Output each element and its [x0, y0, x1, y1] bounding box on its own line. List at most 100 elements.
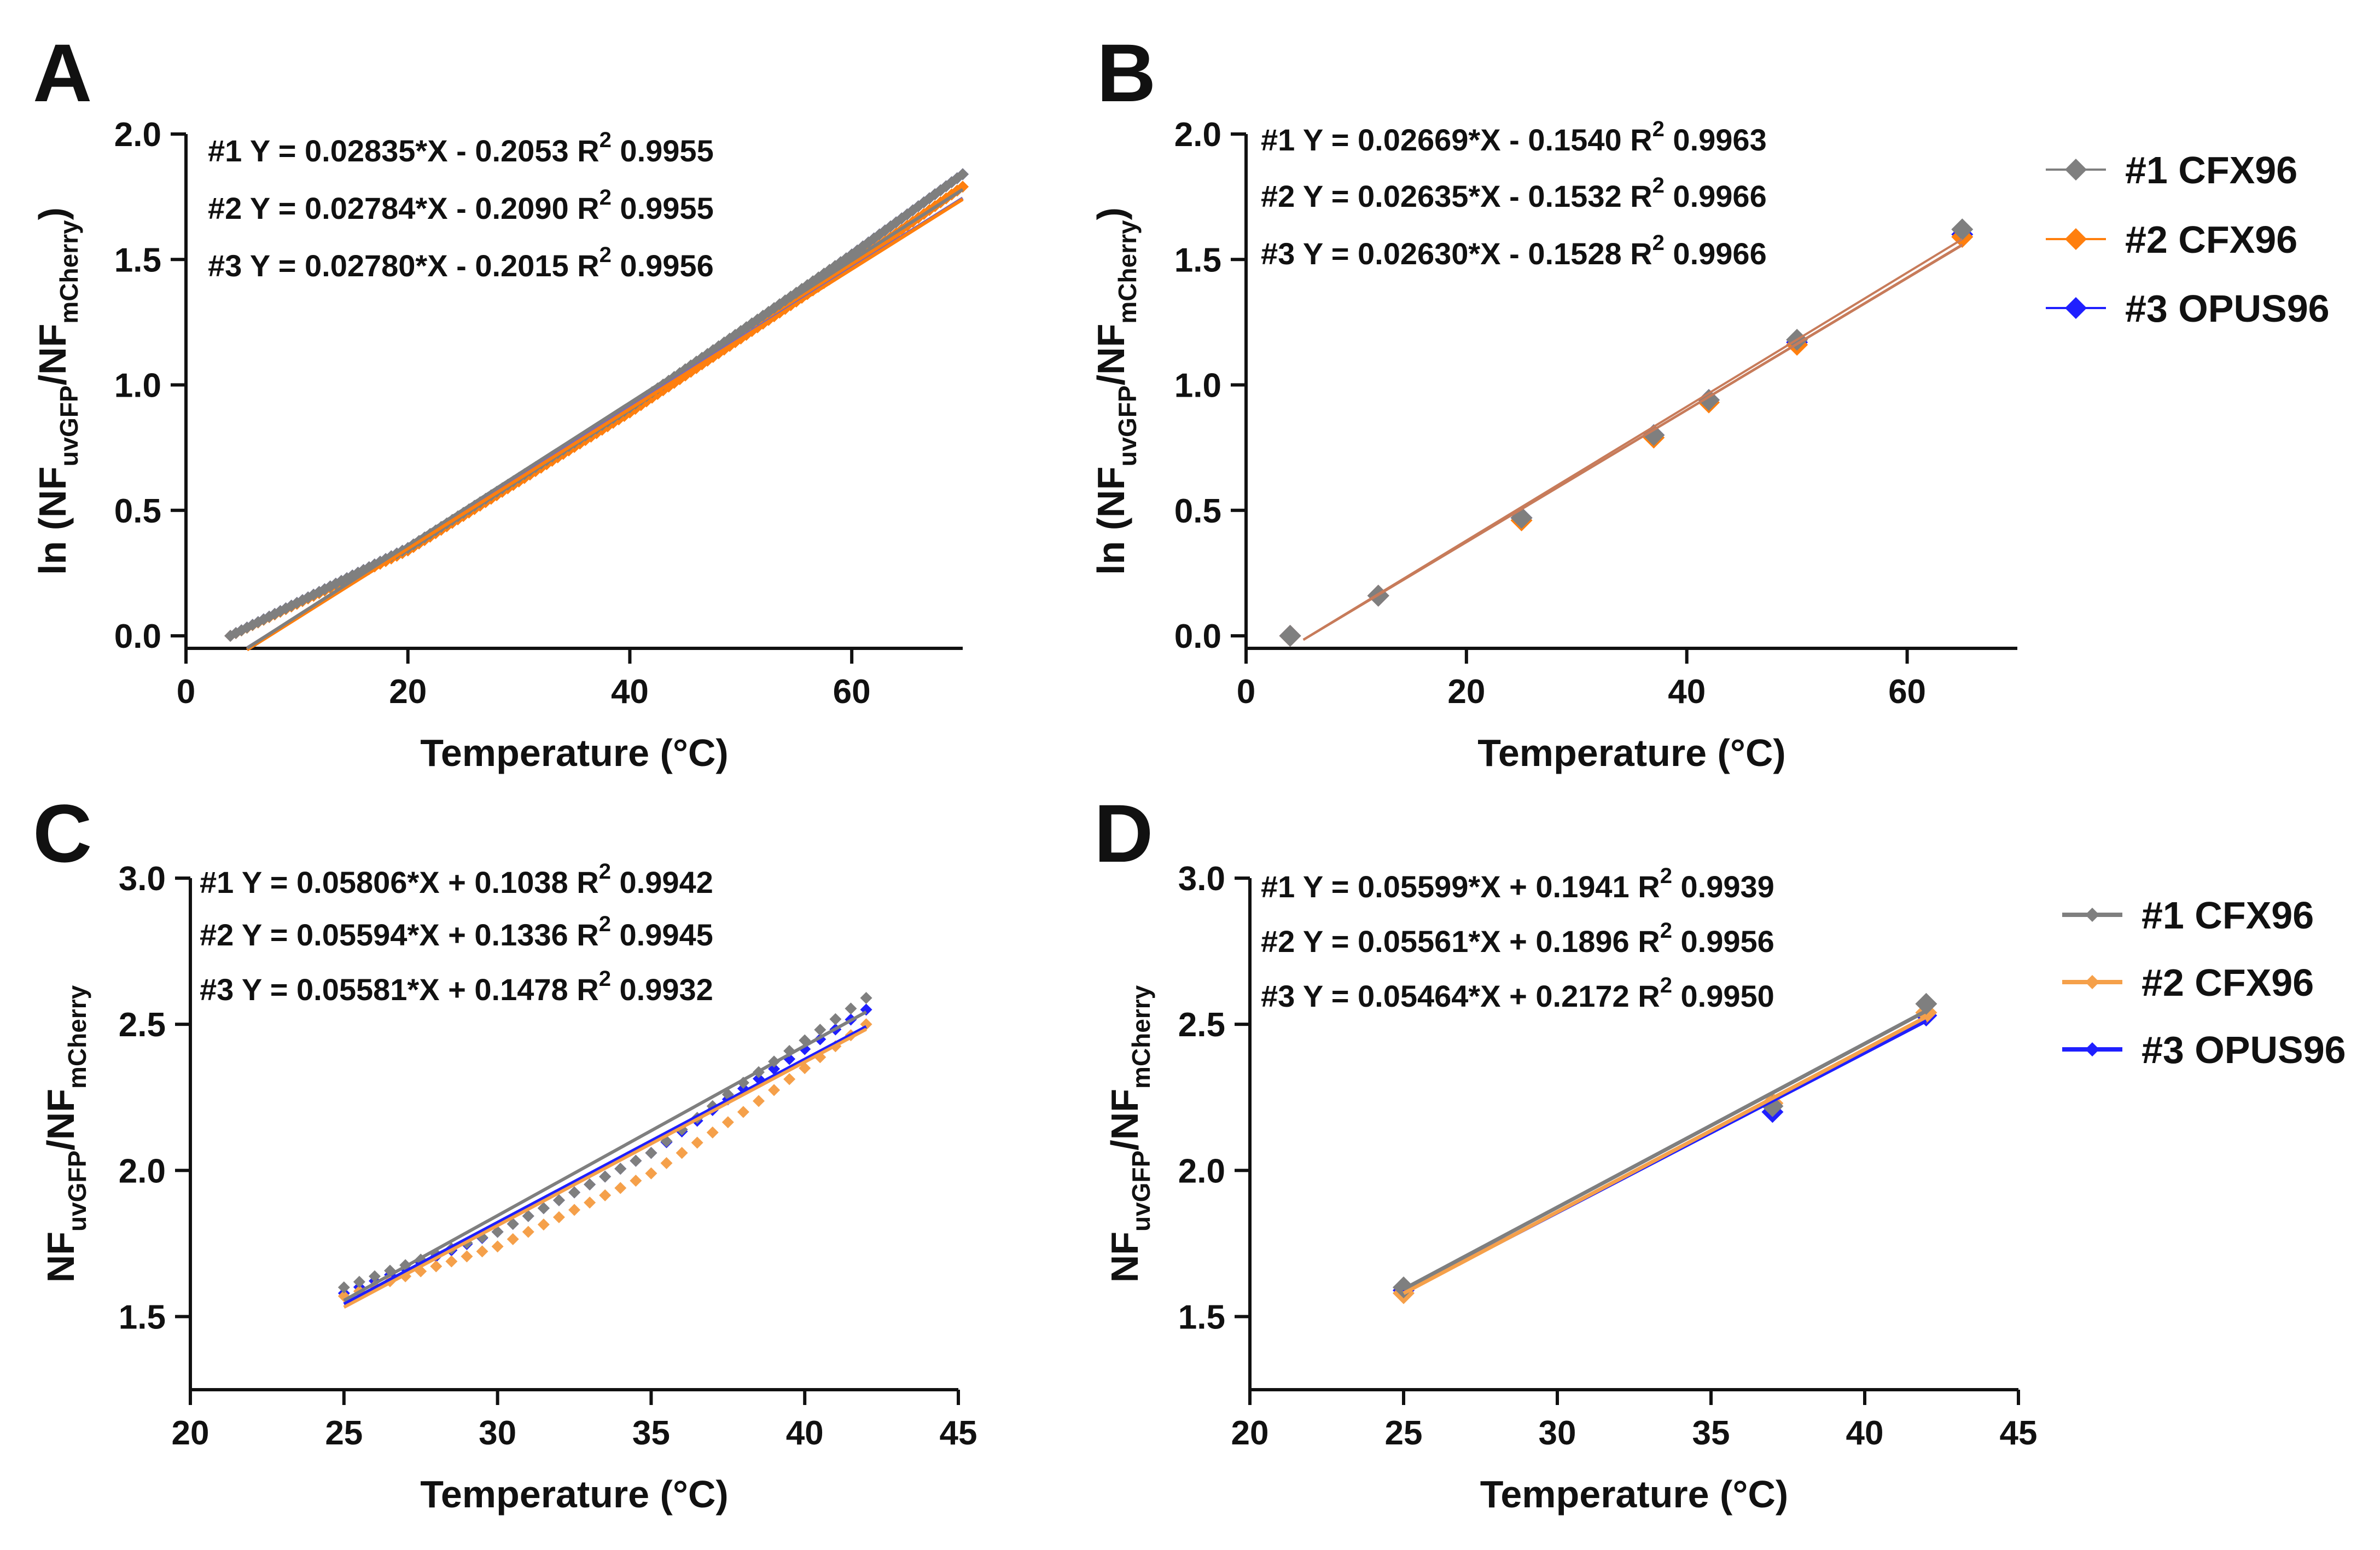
data-point	[1951, 218, 1974, 241]
equation-body: #2 Y = 0.02635*X - 0.1532	[1261, 179, 1630, 213]
data-point	[552, 1211, 565, 1223]
r2-superscript: 2	[600, 243, 612, 267]
y-tick-label: 1.5	[1174, 241, 1221, 279]
y-title-subscript: mCherry	[63, 985, 91, 1089]
data-point	[430, 1260, 443, 1273]
panel-d: D 20 25 30 35 40 45 1.5 2.0 2.5 3.0 Temperature (°C…	[1094, 787, 2037, 1516]
x-tick-label: 20	[1447, 673, 1485, 711]
r2-value: 0.9942	[611, 865, 713, 899]
panel-letter: C	[33, 787, 92, 879]
data-point	[522, 1210, 534, 1222]
r2-value: 0.9966	[1665, 179, 1767, 213]
r2-value: 0.9955	[612, 133, 714, 168]
x-tick-label: 30	[1539, 1414, 1576, 1452]
data-point	[783, 1073, 796, 1085]
y-tick-label: 1.5	[119, 1298, 166, 1336]
equation-body: #2 Y = 0.05561*X + 0.1896	[1261, 924, 1638, 959]
equation-text: #1 Y = 0.02669*X - 0.1540 R2 0.9963	[1261, 117, 1767, 157]
legend-label: #2 CFX96	[2142, 961, 2314, 1004]
x-tick-label: 25	[325, 1414, 363, 1452]
x-tick-label: 45	[2000, 1414, 2038, 1452]
equation-text: #3 Y = 0.02630*X - 0.1528 R2 0.9966	[1261, 231, 1767, 271]
y-title-subscript: uvGFP	[1127, 1151, 1155, 1232]
x-tick-label: 40	[611, 673, 649, 711]
y-tick-label: 2.5	[119, 1006, 166, 1044]
y-title-subscript: uvGFP	[55, 385, 83, 466]
y-axis-title: ln (NFuvGFP/NFmCherry)	[1090, 207, 1142, 575]
x-tick-label: 20	[172, 1414, 210, 1452]
data-point	[368, 1270, 381, 1282]
r2-label: R	[577, 191, 599, 225]
data-point	[353, 1275, 365, 1288]
y-tick-label: 3.0	[1178, 860, 1225, 898]
data-point	[691, 1136, 703, 1149]
y-title-part: ln (NF	[1090, 467, 1132, 575]
legend-marker	[2085, 975, 2099, 989]
data-point	[337, 1281, 350, 1293]
data-point	[768, 1084, 781, 1096]
y-title-subscript: mCherry	[1113, 220, 1142, 324]
r2-superscript: 2	[599, 860, 611, 884]
r2-superscript: 2	[1660, 919, 1672, 943]
r2-label: R	[1630, 179, 1652, 213]
data-point	[522, 1226, 534, 1238]
x-tick-label: 30	[479, 1414, 516, 1452]
y-axis-title: NFuvGFP/NFmCherry	[1103, 985, 1155, 1282]
y-tick-label: 1.0	[1174, 367, 1221, 405]
equation-text: #1 Y = 0.02835*X - 0.2053 R2 0.9955	[208, 128, 714, 168]
y-tick-label: 3.0	[119, 860, 166, 898]
data-point	[599, 1189, 612, 1201]
y-title-part: NF	[39, 1232, 82, 1282]
data-point	[1915, 992, 1937, 1015]
equation-text: #2 Y = 0.05561*X + 0.1896 R2 0.9956	[1261, 919, 1774, 959]
r2-label: R	[1630, 236, 1652, 271]
x-axis-title: Temperature (°C)	[1477, 732, 1785, 774]
equation-body: #3 Y = 0.02780*X - 0.2015	[208, 248, 577, 283]
data-point	[552, 1194, 565, 1206]
equation-text: #3 Y = 0.05464*X + 0.2172 R2 0.9950	[1261, 973, 1774, 1013]
x-axis-title: Temperature (°C)	[420, 732, 728, 774]
x-tick-label: 20	[1231, 1414, 1269, 1452]
fit-line	[246, 198, 964, 652]
r2-value: 0.9956	[1672, 924, 1774, 959]
data-point	[829, 1013, 842, 1025]
y-tick-label: 1.5	[1178, 1298, 1225, 1336]
y-tick-label: 0.5	[114, 492, 161, 530]
y-tick-label: 2.0	[1178, 1152, 1225, 1190]
data-point	[630, 1154, 642, 1167]
y-title-part: /NF	[1090, 324, 1132, 386]
y-title-subscript: mCherry	[55, 220, 83, 324]
data-point	[599, 1170, 612, 1183]
x-tick-label: 60	[833, 673, 871, 711]
y-tick-label: 1.0	[114, 367, 161, 405]
legend-marker	[2085, 1042, 2099, 1056]
data-point	[461, 1250, 473, 1263]
r2-label: R	[1638, 869, 1660, 904]
r2-label: R	[1638, 924, 1660, 959]
r2-superscript: 2	[1652, 117, 1665, 141]
y-title-part: /NF	[31, 324, 74, 386]
equation-body: #3 Y = 0.02630*X - 0.1528	[1261, 236, 1630, 271]
fit-line	[343, 1010, 867, 1302]
r2-superscript: 2	[599, 967, 611, 991]
data-point	[491, 1240, 504, 1253]
data-point	[860, 992, 872, 1005]
x-axis-title: Temperature (°C)	[420, 1473, 728, 1516]
r2-value: 0.9945	[611, 918, 713, 952]
legend-label: #3 OPUS96	[2125, 287, 2330, 330]
equation-body: #1 Y = 0.02835*X - 0.2053	[208, 133, 577, 168]
data-point	[614, 1182, 627, 1194]
equation-text: #3 Y = 0.05581*X + 0.1478 R2 0.9932	[200, 967, 713, 1007]
y-title-subscript: uvGFP	[63, 1151, 91, 1232]
data-point	[568, 1186, 580, 1199]
r2-value: 0.9966	[1665, 236, 1767, 271]
y-title-subscript: mCherry	[1127, 985, 1155, 1089]
data-point	[814, 1024, 827, 1036]
x-tick-label: 20	[389, 673, 427, 711]
equation-text: #3 Y = 0.02780*X - 0.2015 R2 0.9956	[208, 243, 714, 283]
data-point	[507, 1218, 519, 1230]
x-tick-label: 35	[1692, 1414, 1730, 1452]
data-point	[706, 1126, 719, 1139]
x-tick-label: 25	[1385, 1414, 1423, 1452]
r2-label: R	[577, 133, 599, 168]
